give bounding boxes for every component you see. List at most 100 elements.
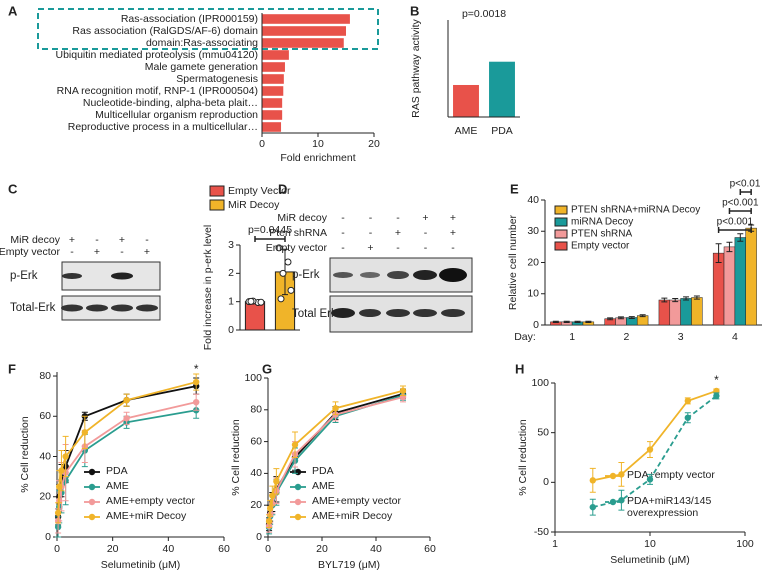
data-point [123, 415, 130, 422]
legend-label: PTEN shRNA [571, 229, 632, 240]
category-label: Ras association (RalGDS/AF-6) domain [72, 25, 258, 37]
condition-mark: - [396, 212, 400, 224]
category-label: Male gamete generation [145, 61, 258, 73]
bar [453, 84, 479, 117]
data-point [266, 505, 274, 512]
data-point [192, 398, 200, 406]
data-point [279, 269, 287, 277]
y-tick-label: 3 [228, 239, 234, 251]
legend-label: AME+miR Decoy [312, 510, 393, 522]
bar [734, 237, 746, 326]
significance-bracket [728, 208, 752, 214]
data-point [713, 392, 720, 400]
data-point [54, 509, 62, 517]
y-tick-label: 100 [531, 377, 549, 389]
legend-swatch [209, 199, 225, 211]
condition-mark: + [450, 227, 456, 239]
condition-mark: - [341, 212, 345, 224]
data-point [277, 295, 285, 303]
y-tick-label: 40 [527, 194, 539, 206]
x-tick-label: 40 [370, 543, 382, 555]
condition-mark: + [144, 246, 150, 258]
annotation: p<0.001 [722, 198, 759, 209]
y-axis-label: % Cell reduction [19, 416, 31, 493]
condition-label: Pten shRNA [269, 227, 327, 239]
category-label: Spermatogenesis [176, 73, 258, 85]
condition-mark: - [70, 246, 74, 258]
x-axis-label: Day: [514, 331, 536, 343]
legend-marker [88, 498, 96, 506]
y-axis-label: % Cell reduction [230, 419, 242, 496]
band [386, 309, 410, 317]
panel-letter: C [8, 181, 18, 196]
bar [262, 122, 282, 132]
legend-label-box: AME+miR Decoy [106, 510, 186, 522]
blot-d [329, 257, 473, 333]
legend-marker [294, 513, 302, 521]
category-label: Reproductive process in a multicellular… [68, 121, 258, 133]
condition-mark: + [450, 212, 456, 224]
bar [262, 98, 283, 108]
band-label: p-Erk [292, 269, 320, 281]
bar [262, 38, 344, 48]
error-bar [552, 320, 559, 323]
legend-marker [294, 498, 302, 506]
bar [712, 252, 725, 326]
x-tick-label: 4 [732, 331, 738, 343]
panel-letter: H [515, 361, 524, 376]
bar [262, 62, 285, 72]
bar [244, 301, 266, 331]
error-bar [617, 316, 624, 320]
legend-swatch [554, 241, 568, 251]
legend-marker [294, 468, 302, 476]
band [62, 273, 82, 279]
condition-mark: + [119, 234, 125, 246]
band [111, 304, 133, 312]
x-tick-label: 3 [678, 331, 684, 343]
data-point [265, 517, 273, 525]
legend-label: PDA+empty vector [627, 469, 715, 481]
legend-label: MiR Decoy [228, 199, 280, 211]
legend-swatch [554, 229, 568, 239]
data-point [81, 429, 89, 436]
panel-letter: A [8, 3, 18, 18]
band [86, 304, 108, 312]
condition-mark: - [369, 212, 373, 224]
x-axis-label: BYL719 (μM) [318, 559, 380, 571]
error-bar [726, 241, 733, 253]
data-point [646, 476, 654, 483]
data-point [291, 441, 299, 448]
y-tick-label: 0 [45, 531, 51, 543]
bar [723, 246, 736, 326]
category-label: Ras-association (IPR000159) [121, 13, 258, 25]
error-bar [661, 297, 668, 303]
data-point [123, 396, 130, 404]
y-tick-label: 0 [533, 319, 539, 331]
x-tick-label: 0 [54, 543, 60, 555]
y-tick-label: 100 [244, 372, 262, 384]
condition-mark: + [367, 242, 373, 254]
panel-letter: F [8, 361, 16, 376]
legend-label: Empty Vector [228, 185, 291, 197]
panel-letter: E [510, 181, 519, 196]
x-tick-label: 1 [569, 331, 575, 343]
annotation: p=0.0018 [462, 8, 506, 20]
error-bar [715, 243, 722, 263]
data-point [275, 244, 283, 252]
legend-marker [294, 483, 302, 491]
band [439, 268, 467, 282]
data-point [684, 397, 692, 405]
y-tick-label: 40 [39, 450, 51, 462]
y-tick-label: 30 [527, 225, 539, 237]
data-point [589, 503, 597, 511]
significance-bracket [739, 189, 752, 195]
legend-label-box: PDA [106, 465, 128, 477]
y-axis-label: Fold increase in p-erk level [202, 225, 214, 350]
error-bar [607, 317, 614, 321]
data-point [589, 477, 597, 484]
y-tick-label: 20 [527, 256, 539, 268]
x-tick-label: 10 [312, 138, 324, 150]
bar [745, 227, 757, 326]
data-point [273, 478, 280, 485]
